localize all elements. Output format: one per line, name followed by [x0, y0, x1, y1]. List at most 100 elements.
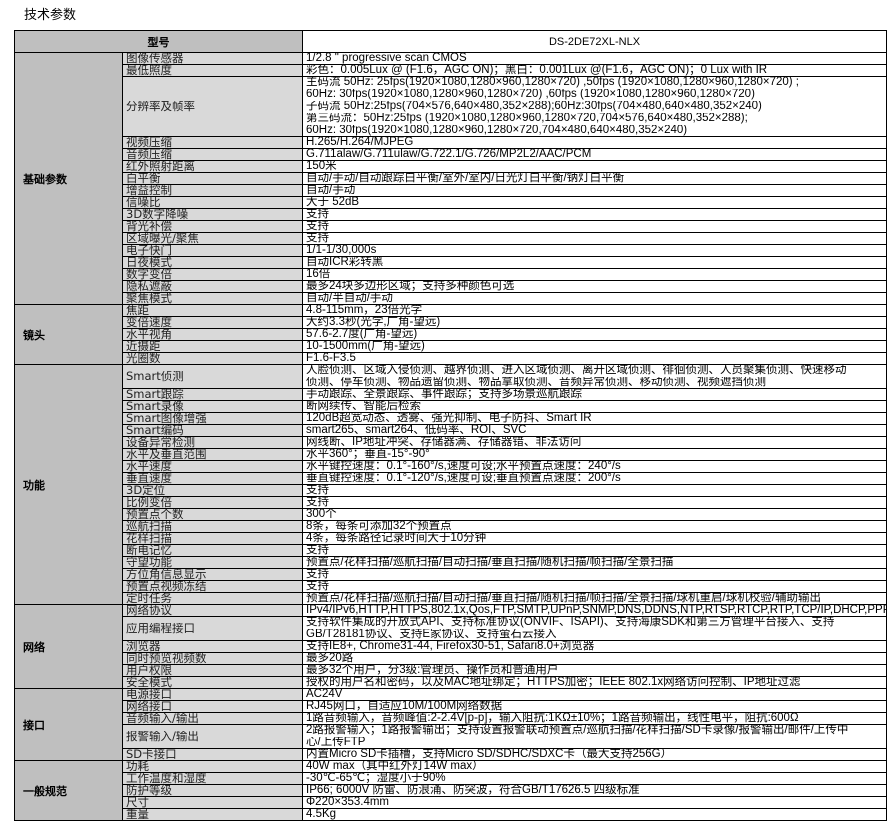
document-title: 技术参数	[24, 8, 77, 23]
spec-row: 报警输入/输出 2路报警输入；1路报警输出；支持设置报警联动预置点/巡航扫描/花样…	[15, 724, 887, 749]
parameter-name: 背光补偿	[122, 220, 303, 233]
spec-row: 电子快门 1/1-1/30,000s	[15, 244, 887, 257]
parameter-name: 用户权限	[122, 664, 303, 677]
parameter-name-text: 浏览器	[126, 641, 161, 652]
parameter-name: Smart编码	[122, 424, 303, 437]
spec-row: 增益控制 自动/手动	[15, 184, 887, 197]
parameter-name-text: 信噪比	[126, 197, 161, 208]
parameter-name-text: 区域曝光/聚焦	[126, 233, 199, 244]
parameter-name: 水平速度	[122, 460, 303, 473]
spec-row: 花样扫描 4条，每条路径记录时间大于10分钟	[15, 532, 887, 545]
parameter-value: 8条，每条可添加32个预置点	[302, 520, 887, 533]
parameter-name: 重量	[122, 808, 303, 821]
parameter-value-line: AC24V	[306, 689, 343, 700]
spec-row: 用户权限 最多32个用户，分3级:管理员、操作员和普通用户	[15, 664, 887, 677]
parameter-name-text: Smart录像	[126, 401, 184, 412]
parameter-name: 守望功能	[122, 556, 303, 569]
parameter-name: 区域曝光/聚焦	[122, 232, 303, 245]
parameter-name-text: 3D定位	[126, 485, 166, 496]
parameter-value-line: 支持	[306, 485, 329, 496]
parameter-name-text: 水平视角	[126, 329, 172, 340]
parameter-name-text: 报警输入/输出	[126, 731, 199, 742]
parameter-value-line: -30℃-65℃；湿度小于90%	[306, 773, 446, 784]
model-value: DS-2DE72XL-NLX	[302, 30, 887, 53]
spec-table-body: 型号 DS-2DE72XL-NLX 基础参数 图像传感器 1/2.8 " progr…	[14, 30, 887, 821]
parameter-value-line: 网线断、IP地址冲突、存储器满、存储器错、非法访问	[306, 437, 582, 448]
parameter-value-line: 60Hz: 30fps(1920×1080,1280×960,1280×720)…	[306, 89, 755, 100]
parameter-name: 浏览器	[122, 640, 303, 653]
parameter-value: 300个	[302, 508, 887, 521]
header-row: 型号 DS-2DE72XL-NLX	[14, 30, 887, 53]
parameter-name: 报警输入/输出	[122, 724, 303, 749]
parameter-value-line: 1路音频输入，音频峰值:2-2.4V[p-p]，输入阻抗:1KΩ±10%；1路音…	[306, 713, 799, 724]
spec-row: 镜头 焦距 4.8-115mm，23倍光学	[14, 304, 887, 365]
parameter-name: 网络接口	[122, 700, 303, 713]
parameter-name: 预置点个数	[122, 508, 303, 521]
parameter-value-line: 支持	[306, 209, 329, 220]
spec-row: 同时预览视频数 最多20路	[15, 652, 887, 665]
model-label: 型号	[14, 30, 303, 53]
parameter-name-text: 垂直速度	[126, 473, 172, 484]
parameter-value-line: 最多24块多边形区域；支持多种颜色可选	[306, 281, 515, 292]
parameter-name: 分辨率及帧率	[122, 76, 303, 137]
spec-row: 光圈数 F1.6-F3.5	[15, 352, 887, 365]
spec-row: Smart编码 smart265、smart264、低码率、ROI、SVC	[15, 424, 887, 437]
parameter-name-text: 预置点视频冻结	[126, 581, 207, 592]
spec-row: 功能 Smart侦测 人脸侦测、区域入侵侦测、越界侦测、进入区域侦测、离开区域侦测、…	[14, 364, 887, 605]
spec-row: 接口 电源接口 AC24V	[14, 688, 887, 761]
parameter-value: 1/1-1/30,000s	[302, 244, 887, 257]
parameter-value-line: 自动/手动	[306, 185, 356, 196]
parameter-value: H.265/H.264/MJPEG	[302, 136, 887, 149]
parameter-name-text: Smart编码	[126, 425, 184, 436]
parameter-name-text: 变倍速度	[126, 317, 172, 328]
spec-row: 3D数字降噪 支持	[15, 208, 887, 221]
category-cell: 网络	[14, 604, 123, 689]
spec-row: 白平衡 自动/手动/自动跟踪白平衡/室外/室内/日光灯白平衡/钠灯白平衡	[15, 172, 887, 185]
spec-row: 网络 网络协议 IPv4/IPv6,HTTP,HTTPS,802.1x,Qos,FT…	[14, 604, 887, 689]
parameter-value-line: 水平360°；垂直-15°-90°	[306, 449, 430, 460]
parameter-name-text: Smart侦测	[126, 371, 184, 382]
category-cell: 一般规范	[14, 760, 123, 821]
parameter-name: 电源接口	[122, 688, 303, 701]
parameter-value-line: 300个	[306, 509, 337, 520]
parameter-name-text: 重量	[126, 809, 149, 820]
parameter-value-line: smart265、smart264、低码率、ROI、SVC	[306, 425, 527, 436]
parameter-name-text: 图像传感器	[126, 53, 184, 64]
spec-row: Smart跟踪 手动跟踪、全景跟踪、事件跟踪；支持多场景巡航跟踪	[15, 388, 887, 401]
spec-row: 浏览器 支持IE8+, Chrome31-44, Firefox30-51, Sa…	[15, 640, 887, 653]
parameter-name-text: 聚焦模式	[126, 293, 172, 304]
parameter-value-line: 57.6-2.7度(广角-望远)	[306, 329, 418, 340]
parameter-value: 57.6-2.7度(广角-望远)	[302, 328, 887, 341]
parameter-name-text: 日夜模式	[126, 257, 172, 268]
spec-row: Smart录像 断网续传、智能后检索	[15, 400, 887, 413]
parameter-value: 支持	[302, 232, 887, 245]
spec-row: 信噪比 大于 52dB	[15, 196, 887, 209]
parameter-name-text: 防护等级	[126, 785, 172, 796]
parameter-value-line: 最多32个用户，分3级:管理员、操作员和普通用户	[306, 665, 559, 676]
parameter-name-text: 巡航扫描	[126, 521, 172, 532]
parameter-value: 4条，每条路径记录时间大于10分钟	[302, 532, 887, 545]
parameter-name-text: 水平速度	[126, 461, 172, 472]
parameter-value: 支持	[302, 496, 887, 509]
parameter-value-line: 8条，每条可添加32个预置点	[306, 521, 452, 532]
parameter-value-line: 大约3.3秒(光学,广角-望远)	[306, 317, 441, 328]
parameter-value: G.711alaw/G.711ulaw/G.722.1/G.726/MP2L2/…	[302, 148, 887, 161]
parameter-name-text: 同时预览视频数	[126, 653, 207, 664]
parameter-value: 内置Micro SD卡插槽，支持Micro SD/SDHC/SDXC卡（最大支持…	[302, 748, 887, 761]
parameter-name-text: 光圈数	[126, 353, 161, 364]
parameter-name-text: SD卡接口	[126, 749, 177, 760]
parameter-name-text: 尺寸	[126, 797, 149, 808]
parameter-value: 自动/手动/自动跟踪白平衡/室外/室内/日光灯白平衡/钠灯白平衡	[302, 172, 887, 185]
parameter-value-line: 10-1500mm(广角-望远)	[306, 341, 425, 352]
parameter-value: 4.8-115mm，23倍光学	[302, 304, 887, 317]
parameter-value: 彩色：0.005Lux @ (F1.6，AGC ON)；黑白：0.001Lux …	[302, 64, 887, 77]
parameter-value-line: 120dB超宽动态、透雾、强光抑制、电子防抖、Smart IR	[306, 413, 592, 424]
parameter-value: 支持	[302, 544, 887, 557]
parameter-name-text: 预置点个数	[126, 509, 184, 520]
parameter-name: 断电记忆	[122, 544, 303, 557]
parameter-value: 主码流 50Hz: 25fps(1920×1080,1280×960,1280×…	[302, 76, 887, 137]
parameter-value: 150米	[302, 160, 887, 173]
spec-row: 基础参数 图像传感器 1/2.8 " progressive scan CMOS	[14, 52, 887, 305]
parameter-value-line: 授权的用户名和密码，以及MAC地址绑定；HTTPS加密；IEEE 802.1x网…	[306, 677, 801, 688]
parameter-value: 支持	[302, 208, 887, 221]
